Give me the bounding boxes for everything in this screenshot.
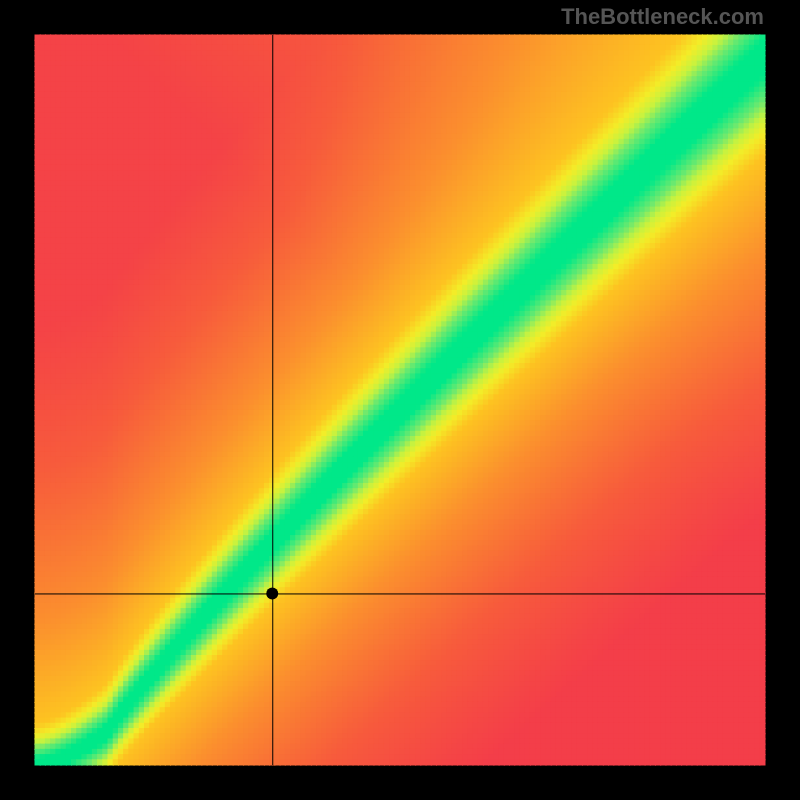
heatmap-plot [0,0,800,800]
watermark-text: TheBottleneck.com [561,4,764,30]
